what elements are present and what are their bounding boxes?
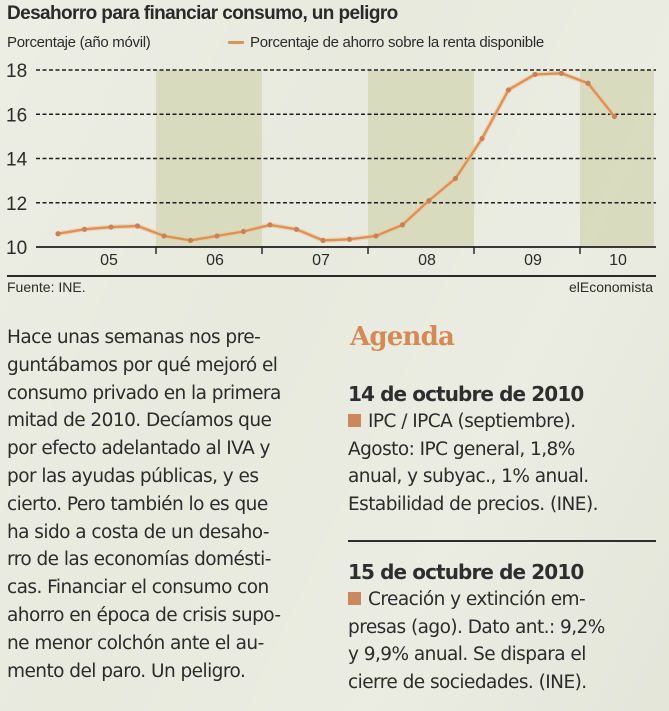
data-point bbox=[505, 87, 512, 93]
agenda-text: Creación y extinción em- presas (ago). D… bbox=[348, 586, 668, 696]
article-line: mento del paro. Un peligro. bbox=[7, 660, 246, 682]
data-point bbox=[214, 233, 220, 239]
agenda-line: IPC / IPCA (septiembre). bbox=[368, 411, 576, 432]
series-glow bbox=[57, 70, 617, 243]
agenda-date: 15 de octubre de 2010 bbox=[348, 560, 584, 584]
x-tick-label: 05 bbox=[100, 252, 118, 269]
agenda-item: 15 de octubre de 2010 Creación y extinci… bbox=[348, 558, 668, 696]
article-body: Hace unas semanas nos pre- guntábamos po… bbox=[7, 324, 327, 685]
publication-brand: elEconomista bbox=[568, 279, 653, 295]
article-line: por las ayudas públicas, y es bbox=[7, 465, 259, 487]
y-tick-label: 12 bbox=[6, 194, 27, 215]
chart-source: Fuente: INE. bbox=[7, 279, 86, 295]
agenda-heading: Agenda bbox=[350, 322, 455, 352]
data-point bbox=[108, 224, 114, 230]
data-point bbox=[320, 237, 326, 243]
series-line bbox=[55, 70, 618, 243]
agenda-item: 14 de octubre de 2010 IPC / IPCA (septie… bbox=[348, 380, 668, 518]
data-point bbox=[240, 228, 247, 235]
square-bullet-icon bbox=[348, 414, 361, 427]
data-point bbox=[585, 80, 591, 86]
data-point bbox=[558, 70, 565, 76]
data-point bbox=[346, 236, 353, 242]
data-point bbox=[373, 233, 379, 239]
article-line: guntábamos por qué mejoró el bbox=[7, 354, 278, 376]
chart-title: Desahorro para financiar consumo, un pel… bbox=[7, 3, 398, 24]
y-tick-label: 18 bbox=[6, 61, 27, 82]
x-tick-label: 06 bbox=[206, 252, 224, 269]
article-line: cierto. Pero también lo es que bbox=[7, 493, 268, 515]
y-tick-label: 14 bbox=[6, 150, 28, 171]
agenda-divider bbox=[348, 540, 656, 542]
y-axis-caption: Porcentaje (año móvil) bbox=[7, 34, 151, 51]
data-point bbox=[293, 226, 300, 232]
agenda-line: presas (ago). Dato ant.: 9,2% bbox=[348, 616, 605, 638]
article-line: ahorro en época de crisis supo- bbox=[7, 604, 281, 626]
data-point bbox=[134, 223, 141, 229]
legend-label: Porcentaje de ahorro sobre la renta disp… bbox=[250, 34, 544, 51]
data-point bbox=[81, 226, 88, 232]
agenda-line: cierre de sociedades. (INE). bbox=[348, 671, 587, 693]
article-line: ha sido a costa de un desaho- bbox=[7, 521, 270, 543]
article-line: cas. Financiar el consumo con bbox=[7, 577, 269, 599]
article-line: Hace unas semanas nos pre- bbox=[7, 327, 261, 348]
data-point bbox=[399, 222, 406, 228]
data-point bbox=[267, 222, 273, 228]
data-point bbox=[611, 113, 618, 120]
agenda-line: y 9,9% anual. Se dispara el bbox=[348, 644, 586, 665]
x-tick-label: 09 bbox=[524, 252, 542, 269]
x-tick-label: 08 bbox=[418, 252, 436, 269]
data-point bbox=[161, 233, 167, 239]
x-axis bbox=[7, 246, 656, 277]
line-chart: 10 12 14 16 18 05 06 07 08 09 10 bbox=[6, 61, 656, 277]
x-tick-label: 10 bbox=[609, 252, 627, 269]
series-line-path bbox=[57, 72, 616, 242]
x-tick-label: 07 bbox=[312, 252, 330, 269]
agenda-date: 14 de octubre de 2010 bbox=[348, 382, 584, 406]
agenda-line: Agosto: IPC general, 1,8% bbox=[348, 438, 575, 460]
y-tick-label: 16 bbox=[6, 105, 27, 126]
agenda-line: Estabilidad de precios. (INE). bbox=[348, 493, 599, 515]
x-axis-ticks: 05 06 07 08 09 10 bbox=[100, 247, 627, 269]
article-line: ne menor colchón ante el au- bbox=[7, 632, 264, 654]
data-point bbox=[187, 237, 194, 243]
square-bullet-icon bbox=[348, 592, 361, 605]
article-line: rro de las economías domésti- bbox=[7, 549, 271, 571]
agenda-line: anual, y subyac., 1% anual. bbox=[348, 466, 589, 487]
data-point bbox=[55, 231, 61, 237]
article-line: consumo privado en la primera bbox=[7, 382, 281, 404]
data-point bbox=[452, 175, 459, 182]
data-point bbox=[426, 197, 432, 204]
article-line: por efecto adelantado al IVA y bbox=[7, 438, 270, 460]
agenda-line: Creación y extinción em- bbox=[368, 589, 586, 610]
chart-legend: Porcentaje de ahorro sobre la renta disp… bbox=[228, 34, 544, 51]
agenda-text: IPC / IPCA (septiembre). Agosto: IPC gen… bbox=[348, 408, 668, 518]
article-line: mitad de 2010. Decíamos que bbox=[7, 410, 272, 432]
y-axis-ticks: 10 12 14 16 18 bbox=[6, 61, 28, 259]
legend-line-swatch bbox=[228, 41, 244, 44]
data-point bbox=[479, 135, 485, 142]
grid-lines bbox=[36, 69, 656, 204]
y-tick-label: 10 bbox=[6, 238, 27, 259]
data-point bbox=[532, 71, 538, 78]
